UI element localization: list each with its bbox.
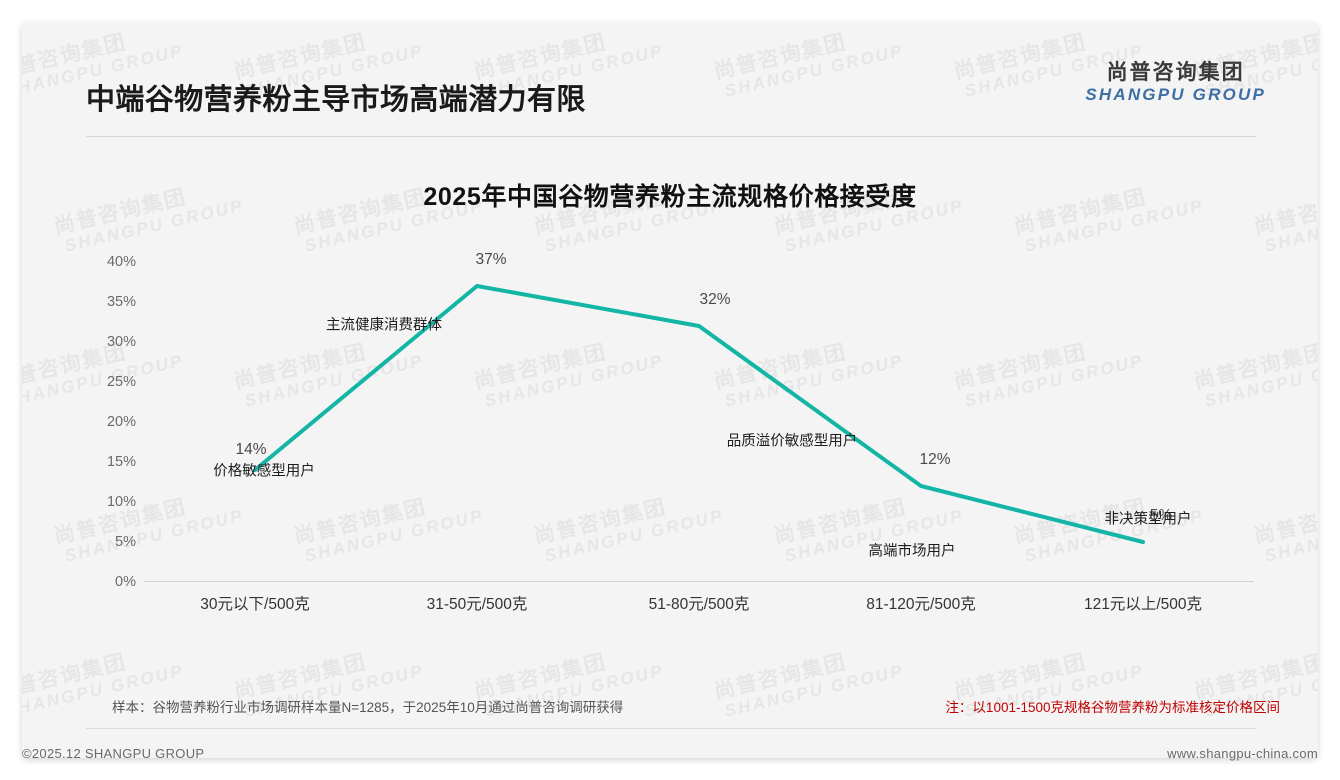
x-axis-tick: 121元以上/500克 xyxy=(1083,596,1203,613)
x-axis-tick: 31-50元/500克 xyxy=(426,596,528,613)
slide-canvas: 尚普咨询集团 SHANGPU GROUP 尚普咨询集团 SHANGPU GROUP 尚普… xyxy=(22,22,1318,758)
footer-website: www.shangpu-china.com xyxy=(1167,746,1318,761)
footer-copyright: ©2025.12 SHANGPU GROUP xyxy=(22,746,205,761)
y-axis-tick: 20% xyxy=(106,414,136,430)
y-axis-tick: 30% xyxy=(106,334,136,350)
page-title: 中端谷物营养粉主导市场高端潜力有限 xyxy=(86,84,586,116)
series-annotation: 非决策型用户 xyxy=(1104,511,1192,528)
x-axis: 30元以下/500克 31-50元/500克 51-80元/500克 81-120元/… xyxy=(144,592,1254,622)
y-axis-tick: 10% xyxy=(106,494,136,510)
brand-name-en: SHANGPU GROUP xyxy=(1085,85,1266,105)
data-label: 12% xyxy=(919,451,951,468)
series-annotation: 价格敏感型用户 xyxy=(213,463,315,480)
brand-name-cn: 尚普咨询集团 xyxy=(1106,61,1245,84)
slide-footer: ©2025.12 SHANGPU GROUP www.shangpu-china… xyxy=(0,736,1340,780)
x-axis-tick: 81-120元/500克 xyxy=(866,596,976,613)
series-annotation: 品质溢价敏感型用户 xyxy=(726,433,858,450)
data-label: 37% xyxy=(475,251,507,268)
sample-note: 样本：谷物营养粉行业市场调研样本量N=1285，于2025年10月通过尚普咨询调… xyxy=(112,700,624,715)
chart-area: 0% 5% 10% 15% 20% 25% 30% 35% 40% 14% 37% 32% 12% 5%… xyxy=(22,251,1318,652)
axis-baseline xyxy=(144,581,1254,582)
y-axis-tick: 15% xyxy=(106,454,136,470)
notes-divider xyxy=(86,728,1256,729)
y-axis-tick: 5% xyxy=(115,534,136,550)
line-series-svg xyxy=(253,284,1145,544)
plot-area: 14% 37% 32% 12% 5% 价格敏感型用户 主流健康消费群体品质溢价敏感型用户高端… xyxy=(144,251,1254,582)
data-label: 5% xyxy=(1149,507,1173,524)
brand-logo: 尚普咨询集团 SHANGPU GROUP xyxy=(1085,61,1266,105)
y-axis-tick: 0% xyxy=(115,574,136,590)
data-label: 32% xyxy=(699,291,731,308)
x-axis-tick: 30元以下/500克 xyxy=(200,596,310,613)
series-annotation: 主流健康消费群体 xyxy=(326,317,442,334)
series-annotation: 高端市场用户 xyxy=(868,543,956,560)
red-note: 注：以1001-1500克规格谷物营养粉为标准核定价格区间 xyxy=(945,700,1280,715)
y-axis-tick: 25% xyxy=(106,374,136,390)
header-divider xyxy=(86,136,1256,137)
notes-row: 样本：谷物营养粉行业市场调研样本量N=1285，于2025年10月通过尚普咨询调… xyxy=(22,696,1318,726)
chart-title: 2025年中国谷物营养粉主流规格价格接受度 xyxy=(423,183,917,211)
x-axis-tick: 51-80元/500克 xyxy=(648,596,750,613)
y-axis-tick: 35% xyxy=(106,294,136,310)
data-label: 14% xyxy=(235,441,267,458)
y-axis-tick: 40% xyxy=(106,254,136,270)
slide-header: 中端谷物营养粉主导市场高端潜力有限 尚普咨询集团 SHANGPU GROUP xyxy=(22,22,1318,116)
y-axis: 0% 5% 10% 15% 20% 25% 30% 35% 40% xyxy=(80,254,136,590)
